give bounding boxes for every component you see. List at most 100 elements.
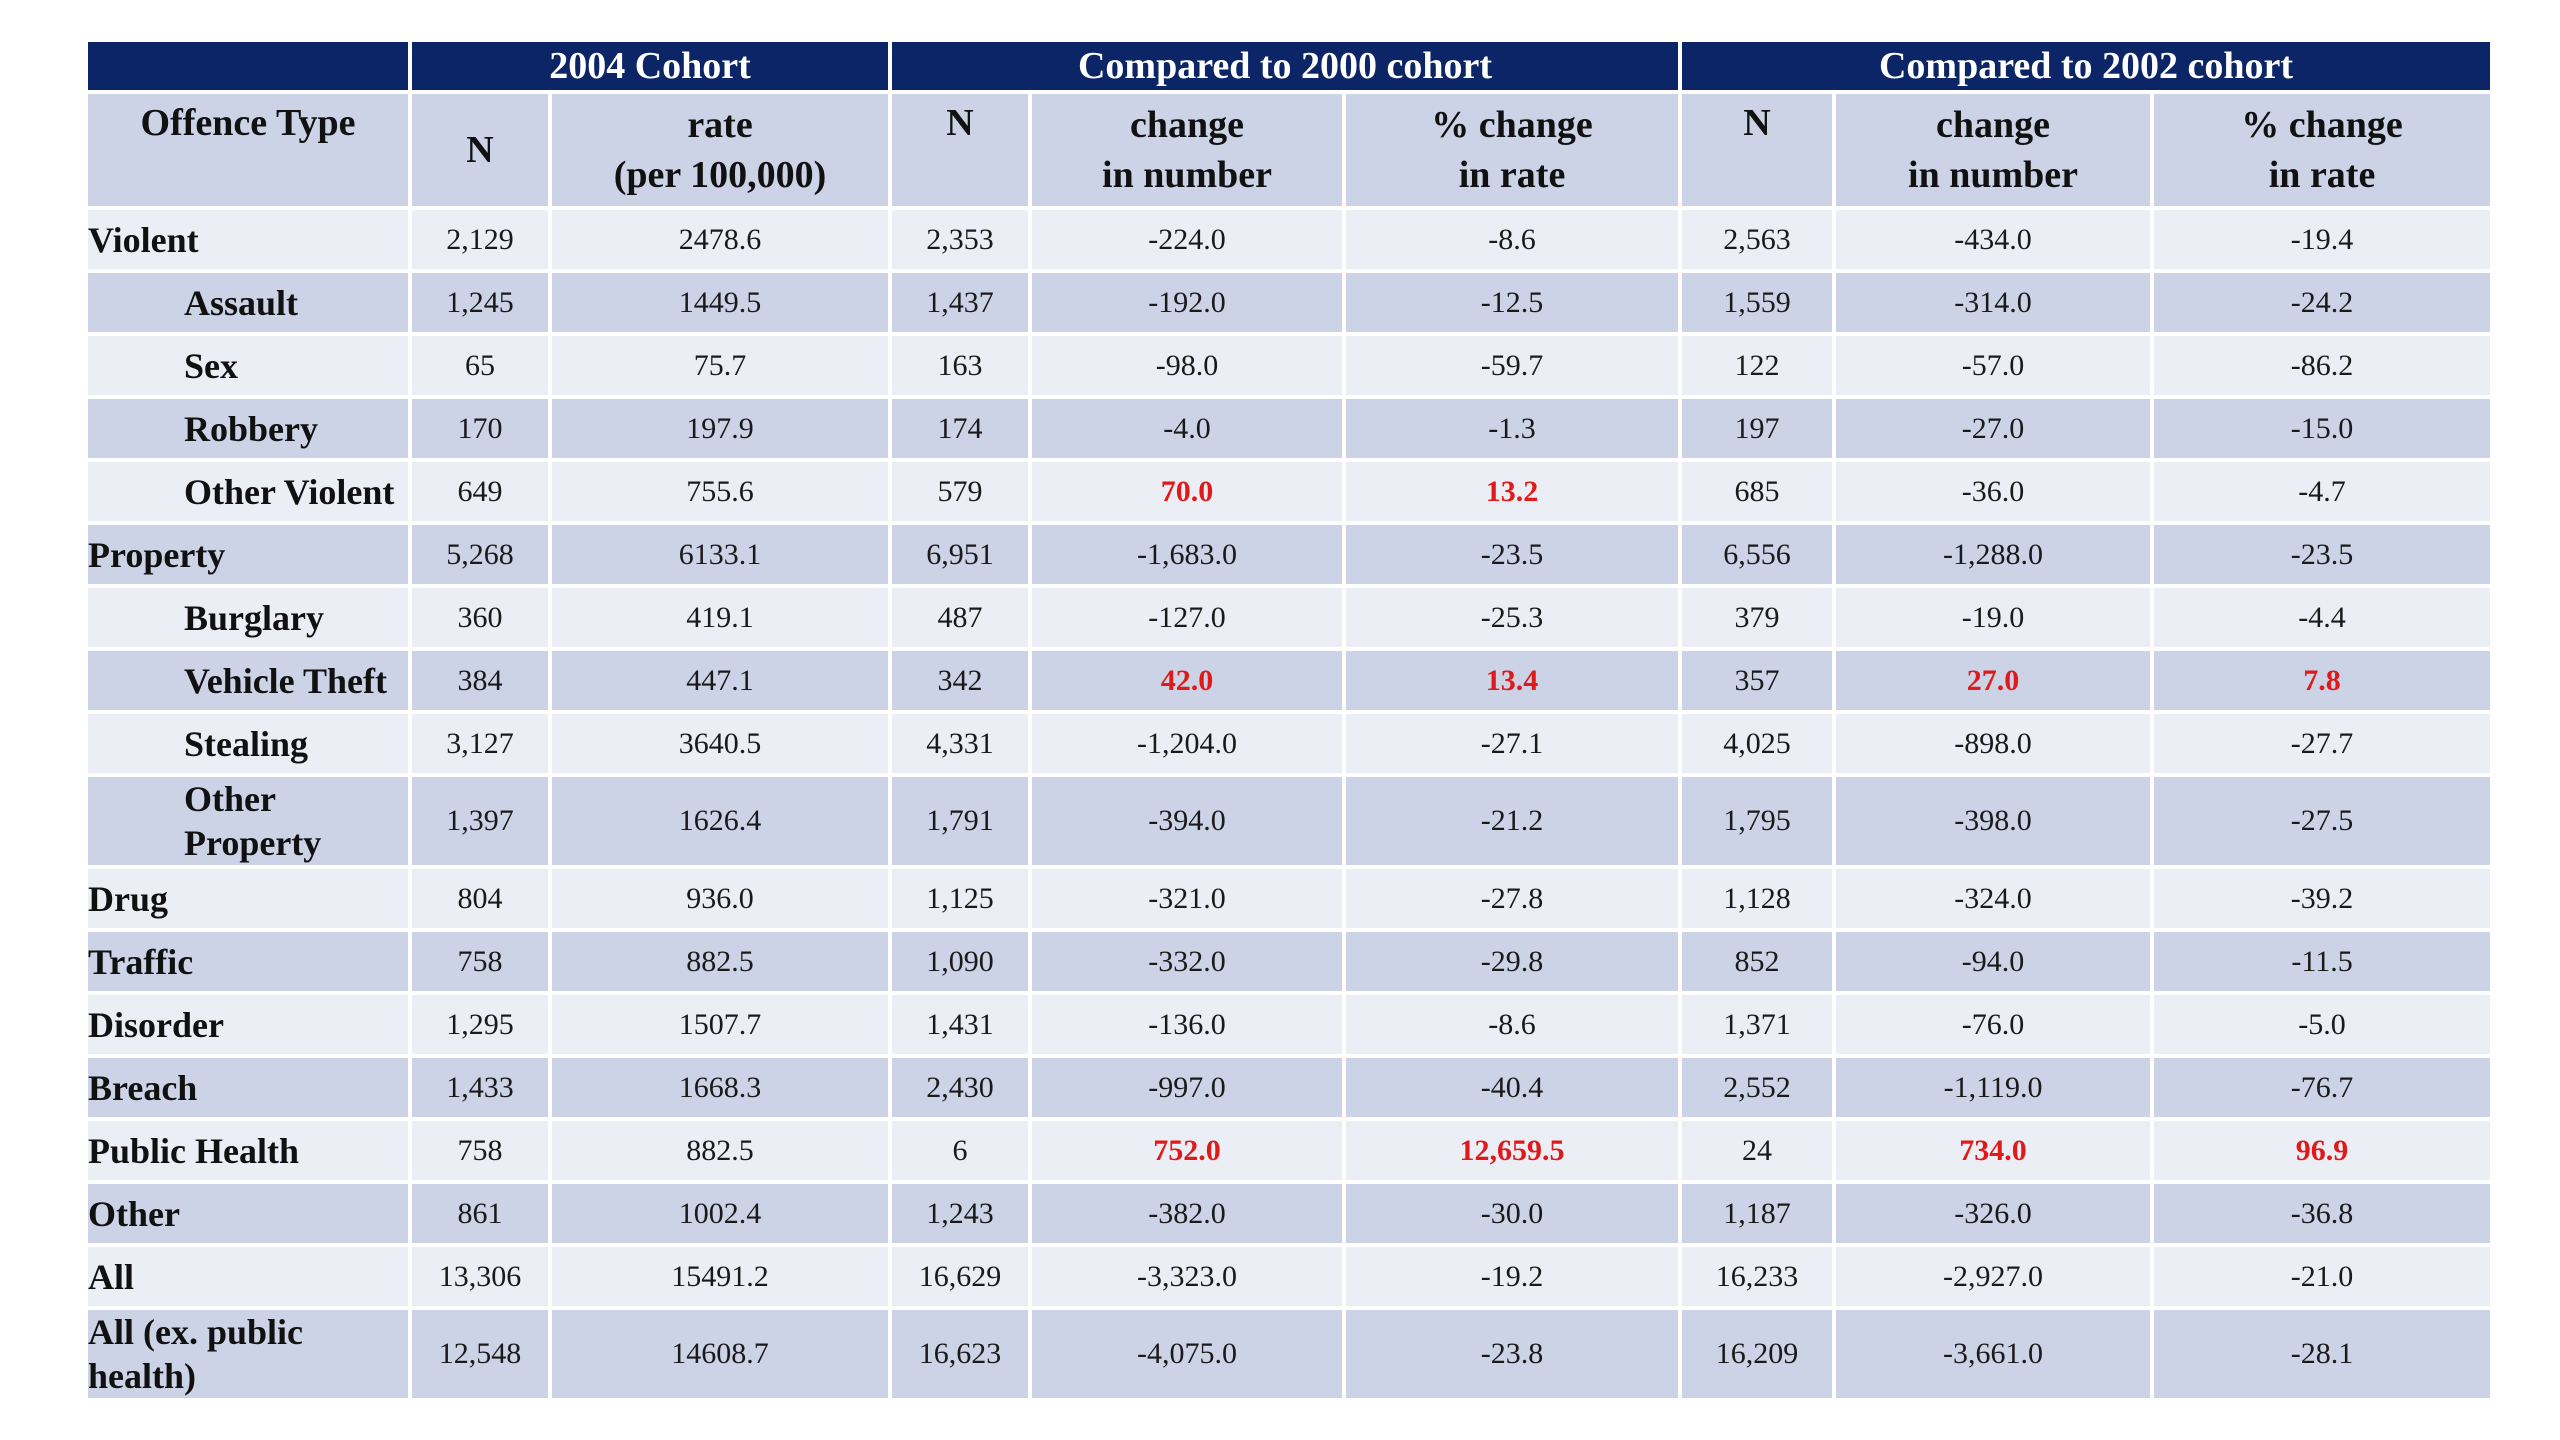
row-label: Violent xyxy=(88,210,408,269)
row-label-line: Violent xyxy=(88,219,199,260)
column-header-n-2000: N xyxy=(892,94,1029,206)
row-label-line: All xyxy=(88,1256,135,1297)
table-cell: -27.5 xyxy=(2154,777,2491,865)
row-label: Burglary xyxy=(88,588,408,647)
table-row: Public Health 758 882.5 6 752.0 12,659.5 24 734… xyxy=(88,1121,2491,1180)
table-cell: 384 xyxy=(412,651,548,710)
table-cell: -326.0 xyxy=(1836,1184,2151,1243)
table-cell: 861 xyxy=(412,1184,548,1243)
table-cell: -224.0 xyxy=(1032,210,1343,269)
table-cell: -27.0 xyxy=(1836,399,2151,458)
table-cell: 12,659.5 xyxy=(1346,1121,1679,1180)
row-label-line: Vehicle Theft xyxy=(184,660,387,701)
table-cell: 197.9 xyxy=(552,399,889,458)
table-cell: -12.5 xyxy=(1346,273,1679,332)
table-cell: 13,306 xyxy=(412,1247,548,1306)
table-cell: 1,437 xyxy=(892,273,1029,332)
table-cell: 163 xyxy=(892,336,1029,395)
table-cell: -5.0 xyxy=(2154,995,2491,1054)
table-cell: 16,233 xyxy=(1682,1247,1833,1306)
table-cell: 1,397 xyxy=(412,777,548,865)
column-header-change-2000-line1: change xyxy=(1130,104,1245,146)
table-cell: 2,552 xyxy=(1682,1058,1833,1117)
table-cell: 357 xyxy=(1682,651,1833,710)
table-cell: 379 xyxy=(1682,588,1833,647)
table-cell: -27.7 xyxy=(2154,714,2491,773)
row-label: All (ex. public health) xyxy=(88,1310,408,1398)
table-cell: 4,025 xyxy=(1682,714,1833,773)
table-row: Other 861 1002.4 1,243 -382.0 -30.0 1,187 -326.… xyxy=(88,1184,2491,1243)
table-row: All (ex. public health) 12,548 14608.7 16,62… xyxy=(88,1310,2491,1398)
row-label: Other Violent xyxy=(88,462,408,521)
table-cell: -36.8 xyxy=(2154,1184,2491,1243)
table-cell: 685 xyxy=(1682,462,1833,521)
table-cell: 2,563 xyxy=(1682,210,1833,269)
table-row: Property 5,268 6133.1 6,951 -1,683.0 -23.5 6,5… xyxy=(88,525,2491,584)
row-label: Drug xyxy=(88,869,408,928)
column-header-change-2000-line2: in number xyxy=(1102,154,1272,196)
table-cell: 1,128 xyxy=(1682,869,1833,928)
table-cell: -1,204.0 xyxy=(1032,714,1343,773)
table-row: Violent 2,129 2478.6 2,353 -224.0 -8.6 2,563 -4… xyxy=(88,210,2491,269)
column-header-n-2004: N xyxy=(412,94,548,206)
table-cell: 7.8 xyxy=(2154,651,2491,710)
table-cell: 2,430 xyxy=(892,1058,1029,1117)
table-cell: 14608.7 xyxy=(552,1310,889,1398)
table-cell: 1,187 xyxy=(1682,1184,1833,1243)
column-header-pct-2002-line1: % change xyxy=(2241,104,2403,146)
group-header-2004-cohort: 2004 Cohort xyxy=(412,42,889,90)
row-label: Breach xyxy=(88,1058,408,1117)
table-cell: -8.6 xyxy=(1346,995,1679,1054)
table-cell: 170 xyxy=(412,399,548,458)
table-cell: -24.2 xyxy=(2154,273,2491,332)
row-label-line: Other Violent xyxy=(184,471,395,512)
table-cell: -4.0 xyxy=(1032,399,1343,458)
table-row: Vehicle Theft 384 447.1 342 42.0 13.4 357 27.0 7… xyxy=(88,651,2491,710)
table-cell: -30.0 xyxy=(1346,1184,1679,1243)
row-label: Disorder xyxy=(88,995,408,1054)
column-header-pct-2002-line2: in rate xyxy=(2268,154,2376,196)
cohort-comparison-table: 2004 Cohort Compared to 2000 cohort Comp… xyxy=(84,38,2494,1402)
table-cell: -382.0 xyxy=(1032,1184,1343,1243)
table-cell: 1,245 xyxy=(412,273,548,332)
column-header-change-2002-line2: in number xyxy=(1908,154,2079,196)
table-cell: 1,791 xyxy=(892,777,1029,865)
table-cell: -23.8 xyxy=(1346,1310,1679,1398)
table-cell: -23.5 xyxy=(1346,525,1679,584)
table-cell: -136.0 xyxy=(1032,995,1343,1054)
table-row: Stealing 3,127 3640.5 4,331 -1,204.0 -27.1 4,0… xyxy=(88,714,2491,773)
table-cell: -398.0 xyxy=(1836,777,2151,865)
table-cell: 649 xyxy=(412,462,548,521)
row-label: Public Health xyxy=(88,1121,408,1180)
table-cell: -11.5 xyxy=(2154,932,2491,991)
row-label-line: Public Health xyxy=(88,1130,300,1171)
row-label: All xyxy=(88,1247,408,1306)
table-cell: 752.0 xyxy=(1032,1121,1343,1180)
row-label-line: All (ex. public xyxy=(88,1312,304,1352)
table-cell: -40.4 xyxy=(1346,1058,1679,1117)
table-cell: 4,331 xyxy=(892,714,1029,773)
table-row: Sex 65 75.7 163 -98.0 -59.7 122 -57.0 -86.2 xyxy=(88,336,2491,395)
column-header-pct-2000-line1: % change xyxy=(1431,104,1593,146)
table-cell: -394.0 xyxy=(1032,777,1343,865)
table-cell: -19.2 xyxy=(1346,1247,1679,1306)
row-label-line: Stealing xyxy=(184,723,309,764)
table-row: Disorder 1,295 1507.7 1,431 -136.0 -8.6 1,371-… xyxy=(88,995,2491,1054)
table-cell: 24 xyxy=(1682,1121,1833,1180)
row-label: Vehicle Theft xyxy=(88,651,408,710)
cohort-comparison-table-container: 2004 Cohort Compared to 2000 cohort Comp… xyxy=(88,42,2491,1398)
row-label-line: Property xyxy=(184,823,322,863)
table-cell: -3,661.0 xyxy=(1836,1310,2151,1398)
table-cell: 6,951 xyxy=(892,525,1029,584)
table-cell: 804 xyxy=(412,869,548,928)
table-cell: 5,268 xyxy=(412,525,548,584)
table-cell: 1449.5 xyxy=(552,273,889,332)
row-label-line: Assault xyxy=(184,282,299,323)
table-body: Violent 2,129 2478.6 2,353 -224.0 -8.6 2,563 -4… xyxy=(88,210,2491,1398)
row-label: Other Property xyxy=(88,777,408,865)
table-cell: -8.6 xyxy=(1346,210,1679,269)
column-header-change-2000: change in number xyxy=(1032,94,1343,206)
table-cell: 852 xyxy=(1682,932,1833,991)
table-row: Burglary 360 419.1 487 -127.0 -25.3 379 -19.0 -4… xyxy=(88,588,2491,647)
row-label: Other xyxy=(88,1184,408,1243)
